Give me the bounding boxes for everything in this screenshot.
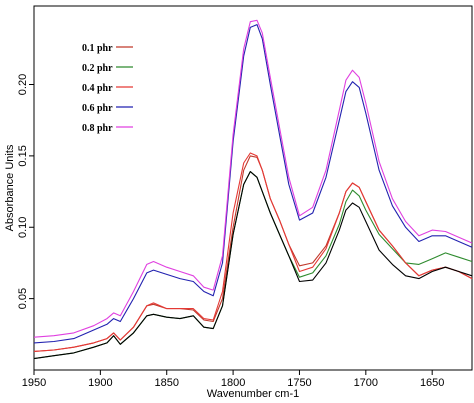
x-tick-label: 1750: [287, 377, 311, 389]
legend: 0.1 phr 0.2 phr 0.4 phr 0.6 phr 0.8 phr: [82, 43, 133, 134]
x-axis-label: Wavenumber cm-1: [207, 388, 300, 400]
series-line-4: [33, 24, 473, 344]
y-tick-label: 0.15: [17, 145, 29, 166]
plot-frame: [33, 5, 473, 371]
y-tick-label: 0.20: [17, 74, 29, 95]
legend-label: 0.8 phr: [82, 123, 113, 134]
y-axis-label: Absorbance Units: [4, 144, 16, 231]
x-tick-label: 1950: [22, 377, 46, 389]
series-line-6: [33, 171, 473, 360]
legend-label: 0.6 phr: [82, 103, 113, 114]
legend-label: 0.1 phr: [82, 43, 113, 54]
y-tick-label: 0.05: [17, 288, 29, 309]
x-axis: 1950 1900 1850 1800 1750 1700 1650: [22, 370, 444, 389]
series-layer: [33, 19, 473, 360]
legend-label: 0.2 phr: [82, 63, 113, 74]
x-tick-label: 1850: [154, 377, 178, 389]
x-tick-label: 1800: [221, 377, 245, 389]
x-tick-label: 1900: [88, 377, 112, 389]
x-tick-label: 1650: [420, 377, 444, 389]
series-line-2: [33, 171, 473, 360]
x-tick-label: 1700: [354, 377, 378, 389]
series-line-3: [33, 152, 473, 352]
y-axis: 0.05 0.10 0.15 0.20: [17, 74, 34, 309]
legend-label: 0.4 phr: [82, 83, 113, 94]
series-line-5: [33, 19, 473, 338]
y-tick-label: 0.10: [17, 217, 29, 238]
